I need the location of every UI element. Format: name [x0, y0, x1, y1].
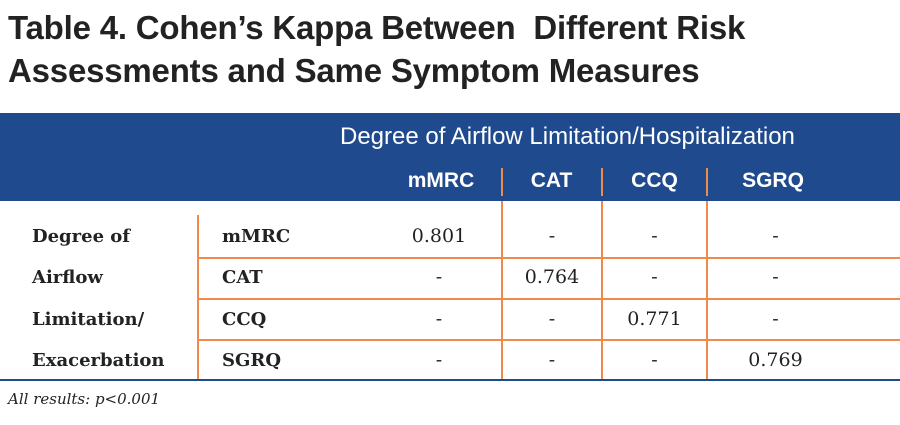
row-label-mmrc: mMRC — [222, 226, 291, 247]
table-cell: - — [651, 266, 658, 288]
table-cell: - — [772, 266, 779, 288]
row-group-label-line: Exacerbation — [32, 350, 165, 371]
table-cell: - — [548, 349, 556, 371]
title-line-2: Assessments and Same Symptom Measures — [8, 52, 700, 89]
table-cell: - — [435, 266, 443, 288]
row-label-sgrq: SGRQ — [222, 350, 282, 371]
table-footnote: All results: p<0.001 — [8, 390, 161, 408]
header-divider — [706, 168, 708, 196]
table-cell: - — [772, 308, 779, 330]
body-column-divider — [601, 201, 603, 379]
row-group-label-line: Limitation/ — [32, 309, 145, 330]
column-header-mmrc: mMRC — [407, 169, 475, 192]
table-title: Table 4. Cohen’s Kappa Between Different… — [8, 6, 745, 92]
row-label-ccq: CCQ — [222, 309, 267, 330]
table-cell: - — [548, 225, 556, 247]
row-divider — [197, 339, 900, 341]
table-cell: - — [651, 349, 658, 371]
row-label-divider — [197, 215, 199, 379]
table-cell: - — [435, 308, 443, 330]
table-cell: - — [548, 308, 556, 330]
table-cell: - — [772, 225, 779, 247]
table-cell: 0.771 — [627, 308, 682, 330]
column-header-ccq: CCQ — [631, 169, 678, 192]
table-bottom-rule — [0, 379, 900, 381]
header-divider — [501, 168, 503, 196]
row-divider — [197, 298, 900, 300]
table-header-band — [0, 113, 900, 201]
row-group-label-line: Airflow — [32, 267, 103, 288]
table-cell: - — [435, 349, 443, 371]
body-column-divider — [706, 201, 708, 379]
column-header-cat: CAT — [530, 169, 573, 192]
column-group-label: Degree of Airflow Limitation/Hospitaliza… — [340, 123, 795, 150]
row-label-cat: CAT — [222, 267, 263, 288]
column-header-sgrq: SGRQ — [742, 169, 804, 192]
row-group-label-line: Degree of — [32, 226, 131, 247]
title-line-1: Table 4. Cohen’s Kappa Between Different… — [8, 9, 746, 46]
row-divider — [197, 257, 900, 259]
table-cell: 0.764 — [524, 266, 580, 288]
table-cell: - — [651, 225, 658, 247]
body-column-divider — [501, 201, 503, 379]
table-cell: 0.769 — [748, 349, 803, 371]
header-divider — [601, 168, 603, 196]
table-cell: 0.801 — [411, 225, 467, 247]
